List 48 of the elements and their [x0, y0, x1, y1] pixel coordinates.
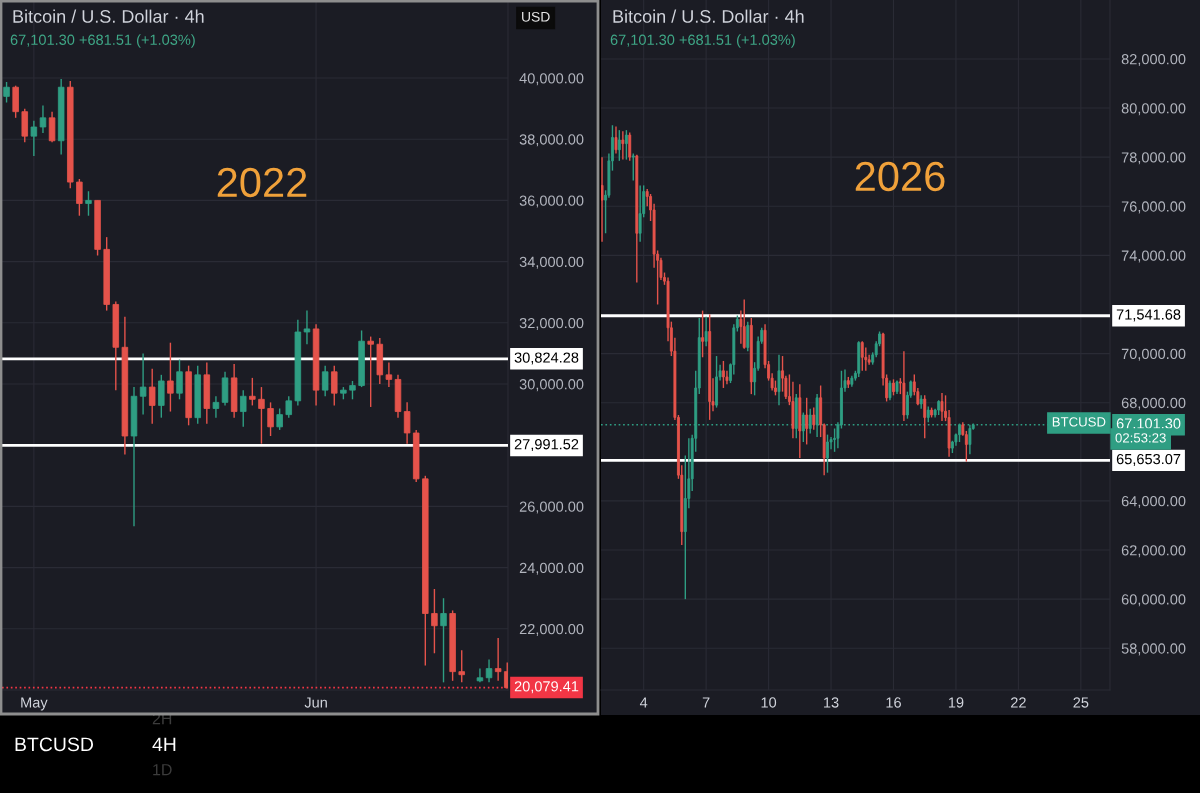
y-tick-label: 60,000.00 — [1121, 594, 1186, 607]
y-tick-label: 26,000.00 — [519, 501, 584, 514]
y-tick-label: 38,000.00 — [519, 134, 584, 147]
y-tick-label: 68,000.00 — [1121, 397, 1186, 410]
text: 1D — [153, 764, 172, 776]
y-tick-label: 40,000.00 — [519, 73, 584, 86]
text: BTCUSD — [15, 737, 94, 752]
y-tick-label: 36,000.00 — [519, 195, 584, 208]
text: 67,101.30 +681.51 (+1.03%) — [610, 34, 795, 48]
y-tick-label: 78,000.00 — [1121, 152, 1186, 165]
y-tick-label: 64,000.00 — [1121, 496, 1186, 509]
annotation: 2022 — [217, 167, 307, 198]
y-tick-label: 74,000.00 — [1121, 250, 1186, 263]
ref-line-label: 27,991.52 — [514, 439, 579, 452]
y-tick-label: 76,000.00 — [1121, 201, 1186, 214]
x-tick-label: 22 — [1011, 697, 1026, 708]
chart-title: Bitcoin / U.S. Dollar · 4h — [613, 9, 804, 23]
x-tick-label: 25 — [1073, 697, 1089, 708]
y-tick-label: 30,000.00 — [519, 379, 584, 392]
text: 02:53:23 — [1115, 433, 1166, 443]
ref-line-label: 67,101.30 — [1116, 418, 1181, 431]
x-tick-label: 4 — [639, 697, 648, 708]
y-tick-label: 32,000.00 — [519, 317, 584, 330]
x-tick-label: 7 — [702, 697, 710, 708]
annotation: 2026 — [855, 161, 945, 192]
x-tick-label: Jun — [304, 697, 327, 708]
y-tick-label: 22,000.00 — [519, 623, 584, 636]
annotation: BTCUSD — [1052, 417, 1106, 427]
y-tick-label: 82,000.00 — [1121, 54, 1186, 67]
y-tick-label: 34,000.00 — [519, 256, 584, 269]
chart-title: Bitcoin / U.S. Dollar · 4h — [13, 9, 204, 23]
y-tick-label: 24,000.00 — [519, 562, 584, 575]
x-tick-label: 13 — [824, 697, 839, 708]
x-tick-label: May — [21, 697, 48, 711]
x-tick-label: 19 — [948, 697, 964, 708]
ref-line-label: 20,079.41 — [514, 681, 579, 694]
text: 67,101.30 +681.51 (+1.03%) — [10, 34, 195, 48]
y-tick-label: 58,000.00 — [1121, 643, 1186, 656]
y-tick-label: 70,000.00 — [1121, 348, 1186, 361]
x-tick-label: 16 — [886, 697, 901, 708]
y-tick-label: 80,000.00 — [1121, 103, 1186, 116]
ref-line-label: 65,653.07 — [1116, 453, 1181, 466]
ref-line-label: 71,541.68 — [1116, 309, 1181, 322]
y-tick-label: 62,000.00 — [1121, 545, 1186, 558]
text: USD — [522, 11, 550, 22]
ref-line-label: 30,824.28 — [514, 352, 579, 365]
x-tick-label: 10 — [761, 697, 777, 708]
text: 4H — [152, 737, 176, 752]
